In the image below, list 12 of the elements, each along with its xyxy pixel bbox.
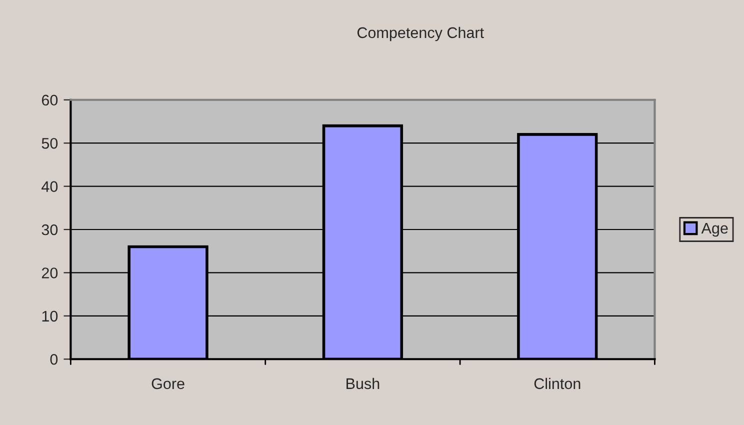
y-tick-label: 20 (42, 268, 58, 278)
x-tick-label: Clinton (534, 378, 580, 390)
y-tick-label: 40 (42, 181, 58, 192)
y-tick-label: 50 (42, 138, 58, 149)
y-tick-label: 0 (50, 354, 58, 365)
y-tick-label: 30 (42, 224, 58, 236)
x-tick-label: Gore (152, 378, 184, 390)
y-tick-label: 60 (42, 94, 58, 106)
chart-title: Competency Chart (357, 26, 484, 42)
y-tick-label: 10 (42, 310, 58, 322)
legend-label: Age (701, 222, 728, 237)
x-tick-label: Bush (346, 378, 380, 390)
